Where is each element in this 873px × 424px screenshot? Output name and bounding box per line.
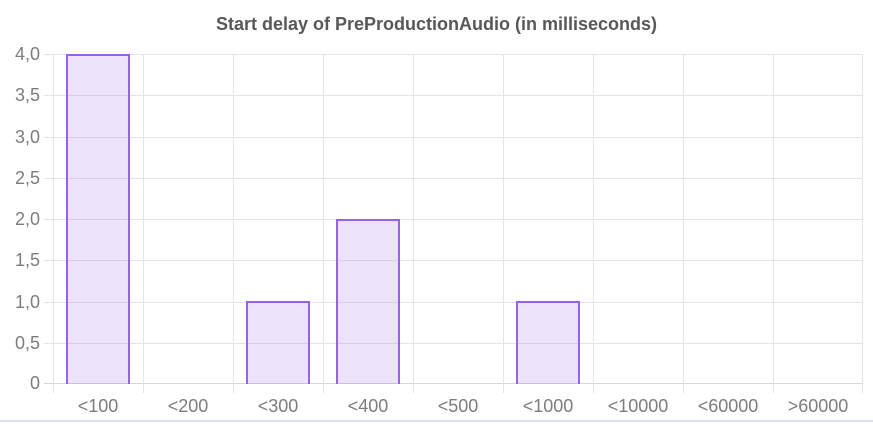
chart-title: Start delay of PreProductionAudio (in mi… bbox=[215, 14, 658, 34]
x-tick bbox=[413, 384, 414, 393]
x-tick-label: <200 bbox=[167, 396, 209, 416]
v-gridline bbox=[593, 54, 594, 384]
v-gridline bbox=[503, 54, 504, 384]
v-gridline bbox=[413, 54, 414, 384]
y-tick-label: 1,0 bbox=[14, 292, 40, 312]
y-tick bbox=[44, 54, 53, 55]
v-gridline bbox=[862, 54, 863, 384]
y-tick-label: 2,0 bbox=[14, 209, 40, 229]
bar[interactable] bbox=[336, 219, 400, 384]
h-gridline bbox=[53, 260, 863, 261]
h-gridline bbox=[53, 178, 863, 179]
x-tick-label: <100 bbox=[77, 396, 119, 416]
y-tick-label: 0 bbox=[29, 373, 40, 393]
y-tick bbox=[44, 219, 53, 220]
h-gridline bbox=[53, 95, 863, 96]
y-tick bbox=[44, 95, 53, 96]
bar[interactable] bbox=[246, 301, 310, 384]
bar[interactable] bbox=[66, 54, 130, 384]
x-tick bbox=[683, 384, 684, 393]
h-gridline bbox=[53, 54, 863, 55]
y-tick-label: 0,5 bbox=[14, 333, 40, 353]
y-tick bbox=[44, 383, 53, 384]
y-tick-label: 3,5 bbox=[14, 85, 40, 105]
y-tick bbox=[44, 302, 53, 303]
y-tick-label: 3,0 bbox=[14, 127, 40, 147]
y-tick-label: 1,5 bbox=[14, 250, 40, 270]
plot-area bbox=[53, 54, 863, 384]
x-tick bbox=[233, 384, 234, 393]
h-gridline bbox=[53, 219, 863, 220]
v-gridline bbox=[773, 54, 774, 384]
x-tick-label: <10000 bbox=[607, 396, 669, 416]
v-gridline bbox=[233, 54, 234, 384]
v-gridline bbox=[323, 54, 324, 384]
y-tick bbox=[44, 178, 53, 179]
y-tick bbox=[44, 260, 53, 261]
h-gridline bbox=[53, 137, 863, 138]
y-tick-label: 4,0 bbox=[14, 44, 40, 64]
x-tick-label: <1000 bbox=[522, 396, 574, 416]
y-tick bbox=[44, 343, 53, 344]
x-tick-label: >60000 bbox=[787, 396, 849, 416]
y-tick bbox=[44, 137, 53, 138]
x-tick bbox=[323, 384, 324, 393]
x-tick bbox=[53, 384, 54, 393]
x-tick-label: <500 bbox=[437, 396, 479, 416]
x-tick-label: <300 bbox=[257, 396, 299, 416]
x-tick-label: <60000 bbox=[697, 396, 759, 416]
x-tick-label: <400 bbox=[347, 396, 389, 416]
x-tick bbox=[773, 384, 774, 393]
v-gridline bbox=[683, 54, 684, 384]
h-gridline bbox=[53, 302, 863, 303]
x-axis-line bbox=[53, 383, 863, 384]
y-tick-label: 2,5 bbox=[14, 168, 40, 188]
x-tick bbox=[143, 384, 144, 393]
h-gridline bbox=[53, 343, 863, 344]
v-gridline bbox=[53, 54, 54, 384]
x-tick bbox=[503, 384, 504, 393]
bar[interactable] bbox=[516, 301, 580, 384]
x-tick bbox=[862, 384, 863, 393]
v-gridline bbox=[143, 54, 144, 384]
x-tick bbox=[593, 384, 594, 393]
bottom-divider bbox=[0, 420, 873, 422]
